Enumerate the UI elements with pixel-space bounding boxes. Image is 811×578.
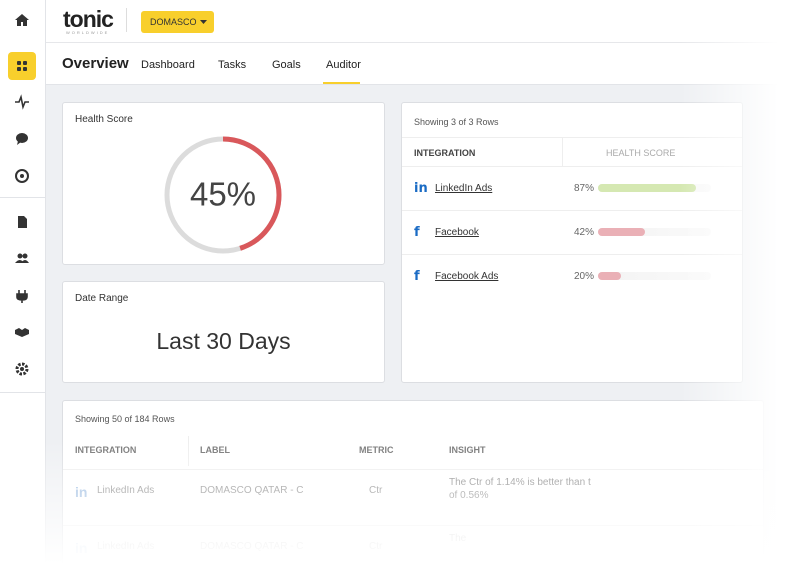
tab[interactable]: Dashboard	[141, 59, 195, 71]
reports-icon[interactable]	[14, 168, 30, 184]
gauge: 45%	[164, 136, 282, 254]
column-header[interactable]: INTEGRATION	[75, 445, 137, 455]
top-bar: tonic WORLDWIDE DOMASCO	[46, 0, 811, 43]
column-header[interactable]: INTEGRATION	[414, 148, 476, 158]
logo[interactable]: tonic	[63, 6, 114, 32]
active-tab-indicator	[323, 82, 360, 84]
integration-icon: in	[75, 540, 88, 556]
account-selector[interactable]: DOMASCO	[141, 11, 214, 33]
logo-tagline: WORLDWIDE	[66, 30, 110, 35]
score-label: 20%	[574, 271, 595, 282]
score-bar	[598, 228, 646, 236]
score-label: 42%	[574, 227, 595, 238]
insight: The	[449, 533, 467, 544]
column-header[interactable]: HEALTH SCORE	[606, 148, 676, 158]
integration-icon: in	[75, 484, 88, 500]
settings-icon[interactable]	[14, 361, 30, 377]
users-icon[interactable]	[14, 250, 30, 266]
integration-name[interactable]: LinkedIn Ads	[435, 183, 493, 194]
account-name: DOMASCO	[150, 17, 197, 27]
row-summary: Showing 50 of 184 Rows	[75, 414, 175, 424]
page-title: Overview	[62, 55, 129, 72]
tab[interactable]: Tasks	[218, 59, 247, 71]
health-score-card: Health Score 45%	[62, 102, 385, 265]
row-summary: Showing 3 of 3 Rows	[414, 117, 499, 127]
integration-name: LinkedIn Ads	[97, 485, 155, 496]
activity-icon[interactable]	[14, 94, 30, 110]
plug-icon[interactable]	[14, 288, 30, 304]
integration-icon: f	[414, 225, 420, 240]
date-range-card: Date Range Last 30 Days	[62, 281, 385, 383]
home-icon[interactable]	[14, 12, 30, 28]
sidebar	[0, 0, 46, 578]
handshake-icon[interactable]	[14, 324, 30, 340]
card-title: Health Score	[75, 114, 133, 125]
card-title: Date Range	[75, 293, 129, 304]
metric: Ctr	[369, 485, 383, 496]
gauge-arc	[164, 136, 282, 254]
chat-icon[interactable]	[14, 131, 30, 147]
metric: Ctr	[369, 541, 383, 552]
integration-name[interactable]: Facebook	[435, 227, 479, 238]
score-track	[598, 272, 711, 280]
label: DOMASCO QATAR - C	[200, 541, 304, 552]
file-icon[interactable]	[14, 214, 30, 230]
date-range-value[interactable]: Last 30 Days	[156, 328, 291, 354]
score-track	[598, 228, 711, 236]
score-bar	[598, 272, 621, 280]
insight: The Ctr of 1.14% is better than t	[449, 477, 591, 488]
tab[interactable]: Goals	[272, 59, 301, 71]
insight: of 0.56%	[449, 490, 489, 501]
gauge-label: 45%	[190, 176, 256, 213]
column-header[interactable]: INSIGHT	[449, 445, 486, 455]
integration-name[interactable]: Facebook Ads	[435, 271, 499, 282]
integration-icon: in	[414, 181, 428, 196]
integration-icon: f	[414, 269, 420, 284]
row-divider	[63, 525, 763, 526]
nav-bar: Overview Dashboard Tasks Goals Auditor	[46, 43, 811, 85]
insights-card: Showing 50 of 184 Rows INTEGRATION LABEL…	[62, 400, 764, 578]
row-divider	[402, 210, 742, 211]
score-track	[598, 184, 711, 192]
row-divider	[402, 166, 742, 167]
column-header[interactable]: LABEL	[200, 445, 230, 455]
row-divider	[402, 254, 742, 255]
column-header[interactable]: METRIC	[359, 445, 394, 455]
overview-icon-active[interactable]	[8, 52, 36, 80]
row-divider	[63, 469, 763, 470]
score-label: 87%	[574, 183, 595, 194]
score-bar	[598, 184, 697, 192]
label: DOMASCO QATAR - C	[200, 485, 304, 496]
tab-active[interactable]: Auditor	[326, 59, 361, 71]
integration-name: LinkedIn Ads	[97, 541, 155, 552]
integrations-card: Showing 3 of 3 Rows INTEGRATION HEALTH S…	[401, 102, 743, 383]
